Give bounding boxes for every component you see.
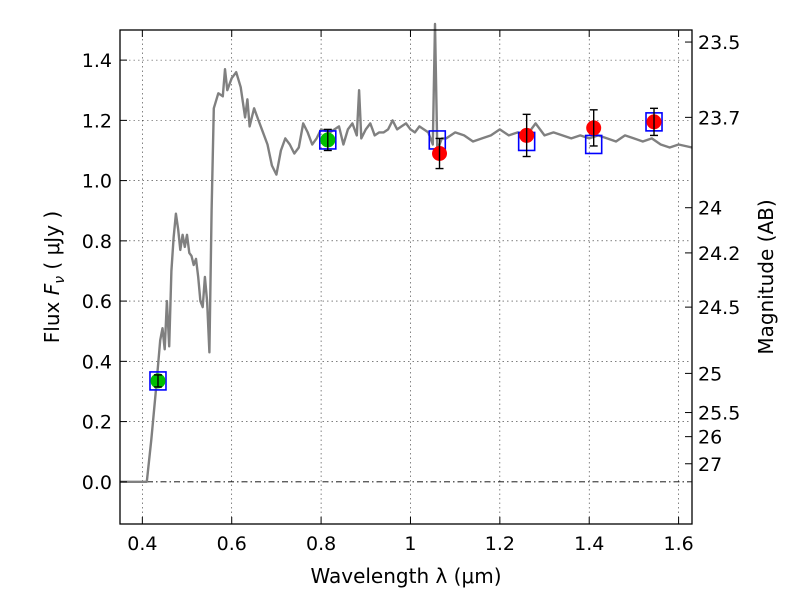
y-tick-label: 0.0	[82, 472, 112, 494]
tick-labels: 0.4 0.6 0.8 1 1.2 1.4 1.6 0.0 0.2 0.4 0.6 0.8 1.0 1.2…	[82, 32, 741, 555]
y-label-unit: μJy	[40, 225, 64, 256]
magnitude-tick-label: 25	[698, 363, 722, 385]
magnitude-tick-label: 24.5	[698, 297, 740, 319]
magnitude-tick-label: 24.2	[698, 243, 740, 265]
ticks	[120, 30, 692, 524]
magnitude-tick-label: 23.5	[698, 32, 740, 54]
plot-frame	[119, 29, 693, 525]
x-tick-label: 1	[404, 533, 416, 555]
model-square-marker	[149, 371, 167, 391]
x-axis-label: Wavelength λ (μm)	[310, 564, 501, 588]
y-tick-label: 0.8	[82, 231, 112, 253]
y-label-var: F	[40, 283, 64, 295]
x-tick-label: 1.2	[485, 533, 515, 555]
y-axis-label: Flux Fν ( μJy )	[40, 211, 68, 343]
y-axis-right-label: Magnitude (AB)	[754, 199, 778, 354]
y-label-close: )	[40, 211, 64, 225]
y-tick-label: 1.0	[82, 171, 112, 193]
sed-line	[120, 22, 693, 483]
y-label-open: (	[40, 255, 64, 276]
y-tick-label: 0.4	[82, 351, 112, 373]
magnitude-tick-label: 27	[698, 454, 722, 476]
x-tick-label: 1.4	[574, 533, 604, 555]
x-tick-label: 0.8	[306, 533, 336, 555]
magnitude-tick-label: 24	[698, 198, 722, 220]
x-tick-label: 0.4	[127, 533, 157, 555]
x-tick-label: 1.6	[663, 533, 693, 555]
magnitude-tick-label: 23.7	[698, 107, 740, 129]
y-tick-label: 0.6	[82, 291, 112, 313]
y-label-prefix: Flux	[40, 295, 64, 343]
y-tick-label: 1.2	[82, 110, 112, 132]
y-tick-label: 0.2	[82, 412, 112, 434]
magnitude-tick-label: 26	[698, 427, 722, 449]
x-tick-label: 0.6	[217, 533, 247, 555]
magnitude-tick-label: 25.5	[698, 403, 740, 425]
series-layer	[120, 22, 693, 483]
y-label-sub: ν	[52, 276, 68, 284]
y-tick-label: 1.4	[82, 50, 112, 72]
